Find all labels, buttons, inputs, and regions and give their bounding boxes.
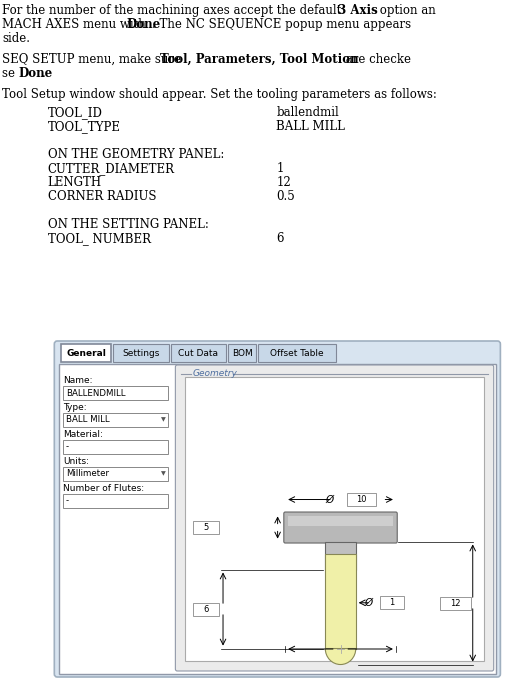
Text: option an: option an xyxy=(375,4,435,17)
Text: ▼: ▼ xyxy=(161,417,166,423)
Text: Name:: Name: xyxy=(63,376,92,385)
FancyBboxPatch shape xyxy=(284,512,397,543)
FancyBboxPatch shape xyxy=(175,365,494,671)
Text: 5: 5 xyxy=(203,523,209,532)
Text: For the number of the machining axes accept the default: For the number of the machining axes acc… xyxy=(2,4,345,17)
Bar xyxy=(440,596,471,609)
Bar xyxy=(380,596,405,609)
Text: side.: side. xyxy=(2,32,30,45)
FancyBboxPatch shape xyxy=(54,341,500,677)
Bar xyxy=(193,603,219,616)
Bar xyxy=(347,493,376,506)
Bar xyxy=(63,413,168,427)
Text: Tool Setup window should appear. Set the tooling parameters as follows:: Tool Setup window should appear. Set the… xyxy=(2,88,437,101)
Text: SEQ SETUP menu, make sure: SEQ SETUP menu, make sure xyxy=(2,53,185,66)
Text: se: se xyxy=(2,67,19,80)
Text: Done: Done xyxy=(18,67,53,80)
Text: 1: 1 xyxy=(277,162,284,175)
Bar xyxy=(63,494,168,508)
Text: -: - xyxy=(66,443,69,451)
Text: CORNER RADIUS: CORNER RADIUS xyxy=(48,190,156,203)
Text: LENGTH: LENGTH xyxy=(48,176,102,189)
Bar xyxy=(170,344,226,362)
Text: BALL MILL: BALL MILL xyxy=(66,415,109,425)
Text: Ø: Ø xyxy=(326,495,334,505)
Bar xyxy=(63,440,168,454)
Text: Offset Table: Offset Table xyxy=(270,349,324,358)
Text: Tool, Parameters, Tool Motion: Tool, Parameters, Tool Motion xyxy=(160,53,359,66)
Bar xyxy=(63,386,168,400)
Text: General: General xyxy=(66,349,106,358)
Text: are checke: are checke xyxy=(342,53,411,66)
Text: ▼: ▼ xyxy=(161,471,166,477)
Text: Cut Data: Cut Data xyxy=(178,349,218,358)
Text: 1: 1 xyxy=(389,598,395,607)
Text: Settings: Settings xyxy=(122,349,159,358)
Text: ON THE SETTING PANEL:: ON THE SETTING PANEL: xyxy=(48,218,209,231)
Bar xyxy=(326,553,356,648)
Bar xyxy=(288,516,393,526)
Text: 12: 12 xyxy=(450,598,461,607)
Text: Millimeter: Millimeter xyxy=(66,469,109,479)
Text: 3 Axis: 3 Axis xyxy=(338,4,378,17)
Text: MACH AXES menu with: MACH AXES menu with xyxy=(2,18,149,31)
Text: ON THE GEOMETRY PANEL:: ON THE GEOMETRY PANEL: xyxy=(48,148,224,161)
Text: TOOL_ID: TOOL_ID xyxy=(48,106,102,119)
Bar xyxy=(59,364,495,674)
Bar xyxy=(61,344,111,362)
Text: -: - xyxy=(66,497,69,505)
Text: TOOL_TYPE: TOOL_TYPE xyxy=(48,120,121,133)
Wedge shape xyxy=(326,648,356,665)
Text: . The NC SEQUENCE popup menu appears: . The NC SEQUENCE popup menu appears xyxy=(151,18,410,31)
Bar xyxy=(326,542,356,570)
Text: .: . xyxy=(42,67,46,80)
Text: BALL MILL: BALL MILL xyxy=(277,120,345,133)
Text: TOOL_ NUMBER: TOOL_ NUMBER xyxy=(48,232,151,245)
Text: Material:: Material: xyxy=(63,430,103,439)
Text: Type:: Type: xyxy=(63,403,87,412)
Bar xyxy=(63,467,168,481)
Text: Units:: Units: xyxy=(63,457,89,466)
Bar xyxy=(113,344,169,362)
Text: Done: Done xyxy=(127,18,161,31)
Text: 6: 6 xyxy=(203,605,209,614)
Text: BALLENDMILL: BALLENDMILL xyxy=(66,389,125,397)
Text: Number of Flutes:: Number of Flutes: xyxy=(63,484,144,493)
Text: BOM: BOM xyxy=(232,349,253,358)
Text: Geometry: Geometry xyxy=(193,369,237,378)
Bar xyxy=(228,344,256,362)
Text: 0.5: 0.5 xyxy=(277,190,295,203)
Text: 10: 10 xyxy=(356,495,367,504)
Text: 6: 6 xyxy=(277,232,284,245)
Text: ballendmil: ballendmil xyxy=(277,106,339,119)
Bar xyxy=(258,344,336,362)
Bar xyxy=(185,377,484,661)
Text: Ø: Ø xyxy=(365,598,373,608)
Text: CUTTER_DIAMETER: CUTTER_DIAMETER xyxy=(48,162,175,175)
Text: 12: 12 xyxy=(277,176,291,189)
Bar xyxy=(193,521,219,534)
